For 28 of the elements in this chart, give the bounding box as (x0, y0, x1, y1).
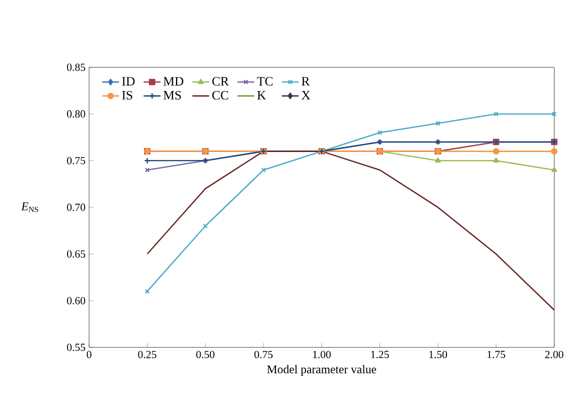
legend-label: CR (212, 77, 229, 86)
y-tick-label: 0.60 (67, 297, 86, 304)
x-tick-label: 2.00 (545, 350, 564, 358)
legend-label: IS (122, 91, 132, 100)
legend-label: MS (164, 91, 181, 100)
legend-label: K (257, 91, 266, 100)
x-tick-label: 0.75 (254, 350, 273, 358)
legend-label: X (302, 91, 310, 100)
y-tick-label: 0.85 (67, 64, 86, 72)
x-tick-label: 0 (86, 350, 92, 358)
x-tick-label: 1.50 (429, 350, 448, 358)
legend-label: TC (257, 77, 273, 86)
y-tick-label: 0.75 (67, 157, 86, 164)
y-tick-label: 0.80 (67, 110, 86, 118)
legend-label: ID (122, 77, 135, 86)
legend-label: R (302, 77, 310, 86)
x-tick-label: 1.25 (371, 350, 389, 358)
legend-label: CC (212, 91, 228, 100)
y-axis-title: E$_{NS}$ (21, 202, 38, 212)
x-tick-label: 0.25 (138, 350, 156, 358)
y-tick-label: 0.55 (67, 344, 86, 352)
y-tick-label: 0.70 (67, 204, 86, 212)
x-tick-label: 1.75 (488, 350, 506, 358)
x-tick-label: 1.00 (313, 350, 331, 358)
legend-label: MD (164, 77, 184, 86)
x-tick-label: 0.50 (196, 350, 214, 358)
y-tick-label: 0.65 (67, 250, 86, 258)
x-axis-title: Model parameter value (267, 365, 376, 376)
